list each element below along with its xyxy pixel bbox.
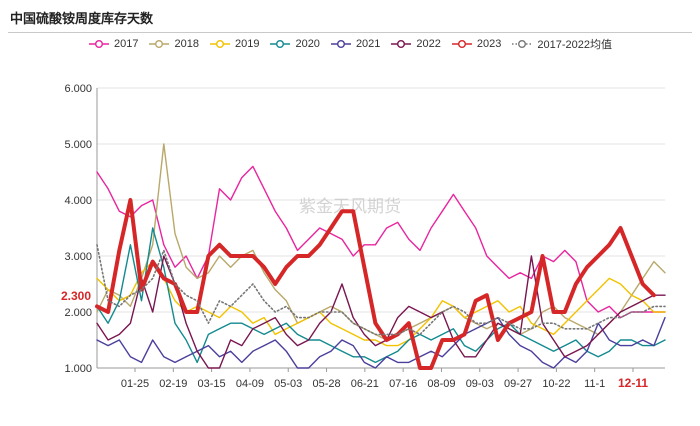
series-line-2023 (95, 198, 656, 370)
legend-label: 2018 (174, 38, 199, 50)
legend-marker-icon (330, 40, 351, 48)
y-tick-label: 5.000 (64, 139, 92, 151)
series-line-2021 (96, 316, 666, 369)
legend-item-2021[interactable]: 2021 (330, 38, 380, 50)
legend-item-2023[interactable]: 2023 (451, 38, 501, 50)
x-tick-label: 05-03 (274, 378, 302, 390)
y-tick-label: 6.000 (64, 83, 92, 95)
x-tick-label: 07-16 (389, 378, 417, 390)
y-tick-label: 4.000 (64, 195, 92, 207)
legend-label: 2020 (295, 38, 320, 50)
x-tick-label: 05-28 (312, 378, 340, 390)
x-tick-label: 06-21 (351, 378, 379, 390)
series-line-2017-2022均值 (96, 244, 666, 336)
legend-label: 2023 (476, 38, 502, 50)
y-tick-label: 1.000 (64, 363, 92, 375)
series-line-2022 (96, 255, 666, 369)
watermark-text: 紫金天风期货 (299, 197, 401, 217)
legend-label: 2022 (416, 38, 441, 50)
legend-marker-icon (451, 40, 472, 48)
chart-legend[interactable]: 2017 2018 2019 2020 2021 2022 2023 2017-2022均值 (88, 36, 612, 52)
legend-marker-icon (149, 40, 170, 48)
legend-marker-icon (89, 40, 109, 48)
x-tick-label: 02-19 (159, 378, 187, 390)
current-value-label: 2.300 (61, 289, 91, 303)
series-line-2020 (96, 227, 666, 364)
legend-marker-icon (209, 40, 230, 48)
x-tick-label: 09-03 (466, 378, 494, 390)
legend-item-2017[interactable]: 2017 (88, 38, 138, 50)
legend-marker-icon (512, 40, 533, 48)
chart-title: 中国硫酸铵周度库存天数 (10, 12, 154, 27)
x-tick-label: 01-25 (121, 378, 149, 390)
x-tick-label: 03-15 (198, 378, 226, 390)
x-tick-label: 04-09 (236, 378, 264, 390)
x-tick-label: 11-1 (584, 378, 605, 390)
y-tick-label: 2.000 (64, 307, 92, 319)
x-tick-label: 08-09 (427, 378, 455, 390)
legend-item-2020[interactable]: 2020 (269, 38, 320, 50)
legend-marker-icon (391, 40, 412, 48)
legend-label: 2019 (234, 38, 260, 50)
legend-label: 2017-2022均值 (537, 39, 612, 51)
title-divider (8, 32, 692, 33)
series-line-2018 (96, 143, 666, 341)
legend-item-2022[interactable]: 2022 (390, 38, 441, 50)
legend-label: 2021 (355, 38, 381, 50)
legend-item-2019[interactable]: 2019 (209, 38, 259, 50)
legend-label: 2017 (114, 38, 139, 50)
x-tick-label: 09-27 (504, 378, 532, 390)
legend-item-2018[interactable]: 2018 (148, 38, 199, 50)
legend-item-2017-2022均值[interactable]: 2017-2022均值 (511, 36, 612, 52)
y-tick-label: 3.000 (64, 251, 92, 263)
series-line-2017 (96, 165, 666, 319)
legend-marker-icon (270, 40, 291, 48)
x-tick-label: 12-11 (618, 376, 648, 390)
x-tick-label: 10-22 (542, 378, 570, 390)
